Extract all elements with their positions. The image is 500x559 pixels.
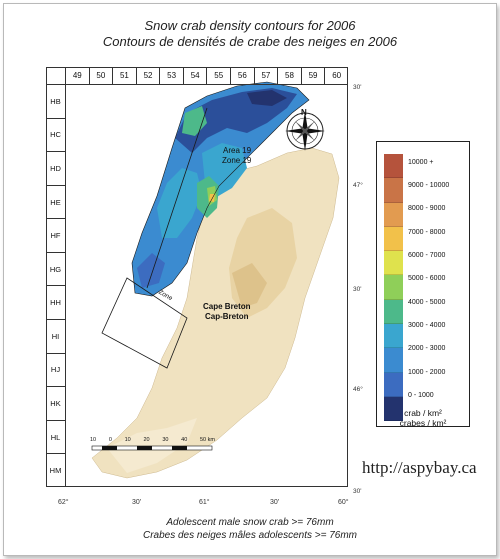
legend-swatch: [384, 324, 403, 349]
grid-row: HH: [46, 285, 65, 319]
legend-label: 3000 - 4000: [408, 322, 446, 329]
density-contours: [101, 81, 310, 369]
legend-swatch: [384, 154, 403, 179]
grid-column: 60: [324, 67, 348, 84]
title-en: Snow crab density contours for 2006: [144, 18, 356, 33]
legend-swatch: [384, 372, 403, 397]
scale-tick: 30: [162, 437, 169, 443]
legend-label: 9000 - 10000: [408, 182, 450, 189]
scale-ticks: 10 0 10 20 30 40 50 km: [90, 437, 215, 443]
longitude-label: 61°: [199, 499, 210, 506]
grid-column: 50: [88, 67, 113, 84]
legend-swatches: [384, 154, 403, 422]
legend-label: 4000 - 5000: [408, 299, 446, 306]
legend-swatch: [384, 202, 403, 227]
legend-label: 5000 - 6000: [408, 275, 446, 282]
footer-en: Adolescent male snow crab >= 76mm: [166, 517, 334, 528]
legend-swatch: [384, 226, 403, 252]
grid-column: 56: [230, 67, 254, 84]
grid-column: 57: [253, 67, 278, 84]
cape-breton-label-en: Cape Breton: [203, 302, 251, 311]
grid-column: 53: [159, 67, 183, 84]
legend-swatch: [384, 299, 403, 325]
legend-label: 8000 - 9000: [408, 205, 446, 212]
legend-label: 7000 - 8000: [408, 229, 446, 236]
scale-bar: [91, 445, 213, 451]
area-label: Area 19: [223, 146, 252, 155]
legend-unit-en: crab / km²: [404, 408, 442, 418]
grid-column: 54: [182, 67, 207, 84]
scale-tick: 20: [143, 437, 150, 443]
grid-row: HF: [46, 218, 65, 252]
scale-tick: 10: [90, 437, 97, 443]
grid-row: HL: [46, 419, 65, 454]
compass-rose-icon: [285, 111, 325, 151]
grid-row: HG: [46, 251, 65, 286]
legend-swatch: [384, 348, 403, 373]
grid-row: HC: [46, 117, 65, 152]
grid-column: 58: [277, 67, 301, 84]
longitude-label: 62°: [58, 499, 69, 506]
title-fr: Contours de densités de crabe des neiges…: [102, 34, 398, 49]
compass-north-label: N: [301, 108, 307, 117]
zone-label: Zone 19: [222, 156, 252, 165]
grid-column: 52: [135, 67, 160, 84]
grid-row: HD: [46, 151, 65, 185]
latitude-label: 46°: [353, 386, 363, 393]
legend-unit-fr: crabes / km²: [399, 418, 447, 428]
grid-column-labels: 49 50 51 52 53 54 55 56 57 58 59 60: [65, 67, 348, 85]
grid-row: HJ: [46, 352, 65, 387]
scale-tick: 40: [181, 437, 188, 443]
legend-swatch: [384, 275, 403, 300]
latitude-label: 30': [353, 488, 362, 495]
legend-label: 0 - 1000: [408, 392, 434, 399]
legend-swatch: [384, 178, 403, 203]
grid-column: 51: [112, 67, 136, 84]
legend-label: 10000 +: [408, 159, 434, 166]
map-svg: [91, 81, 340, 479]
latitude-label: 30': [353, 84, 362, 91]
density-legend: 10000 + 9000 - 10000 8000 - 9000 7000 - …: [376, 141, 470, 428]
legend-label: 6000 - 7000: [408, 252, 446, 259]
legend-label: 1000 - 2000: [408, 369, 446, 376]
cape-breton-label-fr: Cap-Breton: [205, 312, 249, 321]
latitude-label: 47°: [353, 182, 363, 189]
grid-column: 55: [206, 67, 230, 84]
grid-row: HM: [46, 453, 65, 487]
grid-column: 49: [65, 67, 89, 84]
grid-row: HE: [46, 184, 65, 219]
longitude-label: 30': [132, 499, 142, 506]
legend-swatch: [384, 251, 403, 276]
longitude-label: 60°: [338, 499, 349, 506]
longitude-label: 30': [270, 499, 280, 506]
legend-label: 2000 - 3000: [408, 345, 446, 352]
scale-tick: 10: [124, 437, 131, 443]
latitude-label: 30': [353, 286, 362, 293]
grid-row: HB: [46, 84, 65, 118]
footer-fr: Crabes des neiges mâles adolescents >= 7…: [142, 530, 357, 541]
grid-column: 59: [300, 67, 325, 84]
watermark-url: http://aspybay.ca: [362, 458, 477, 477]
grid-row: HK: [46, 386, 65, 420]
map-panel: [46, 67, 348, 487]
legend-swatch: [384, 396, 403, 422]
grid-row-labels: HB HC HD HE HF HG HH HI HJ HK HL HM: [46, 84, 66, 487]
grid-row: HI: [46, 319, 65, 353]
scale-tick: 50 km: [200, 437, 215, 443]
scale-tick: 0: [108, 437, 112, 443]
